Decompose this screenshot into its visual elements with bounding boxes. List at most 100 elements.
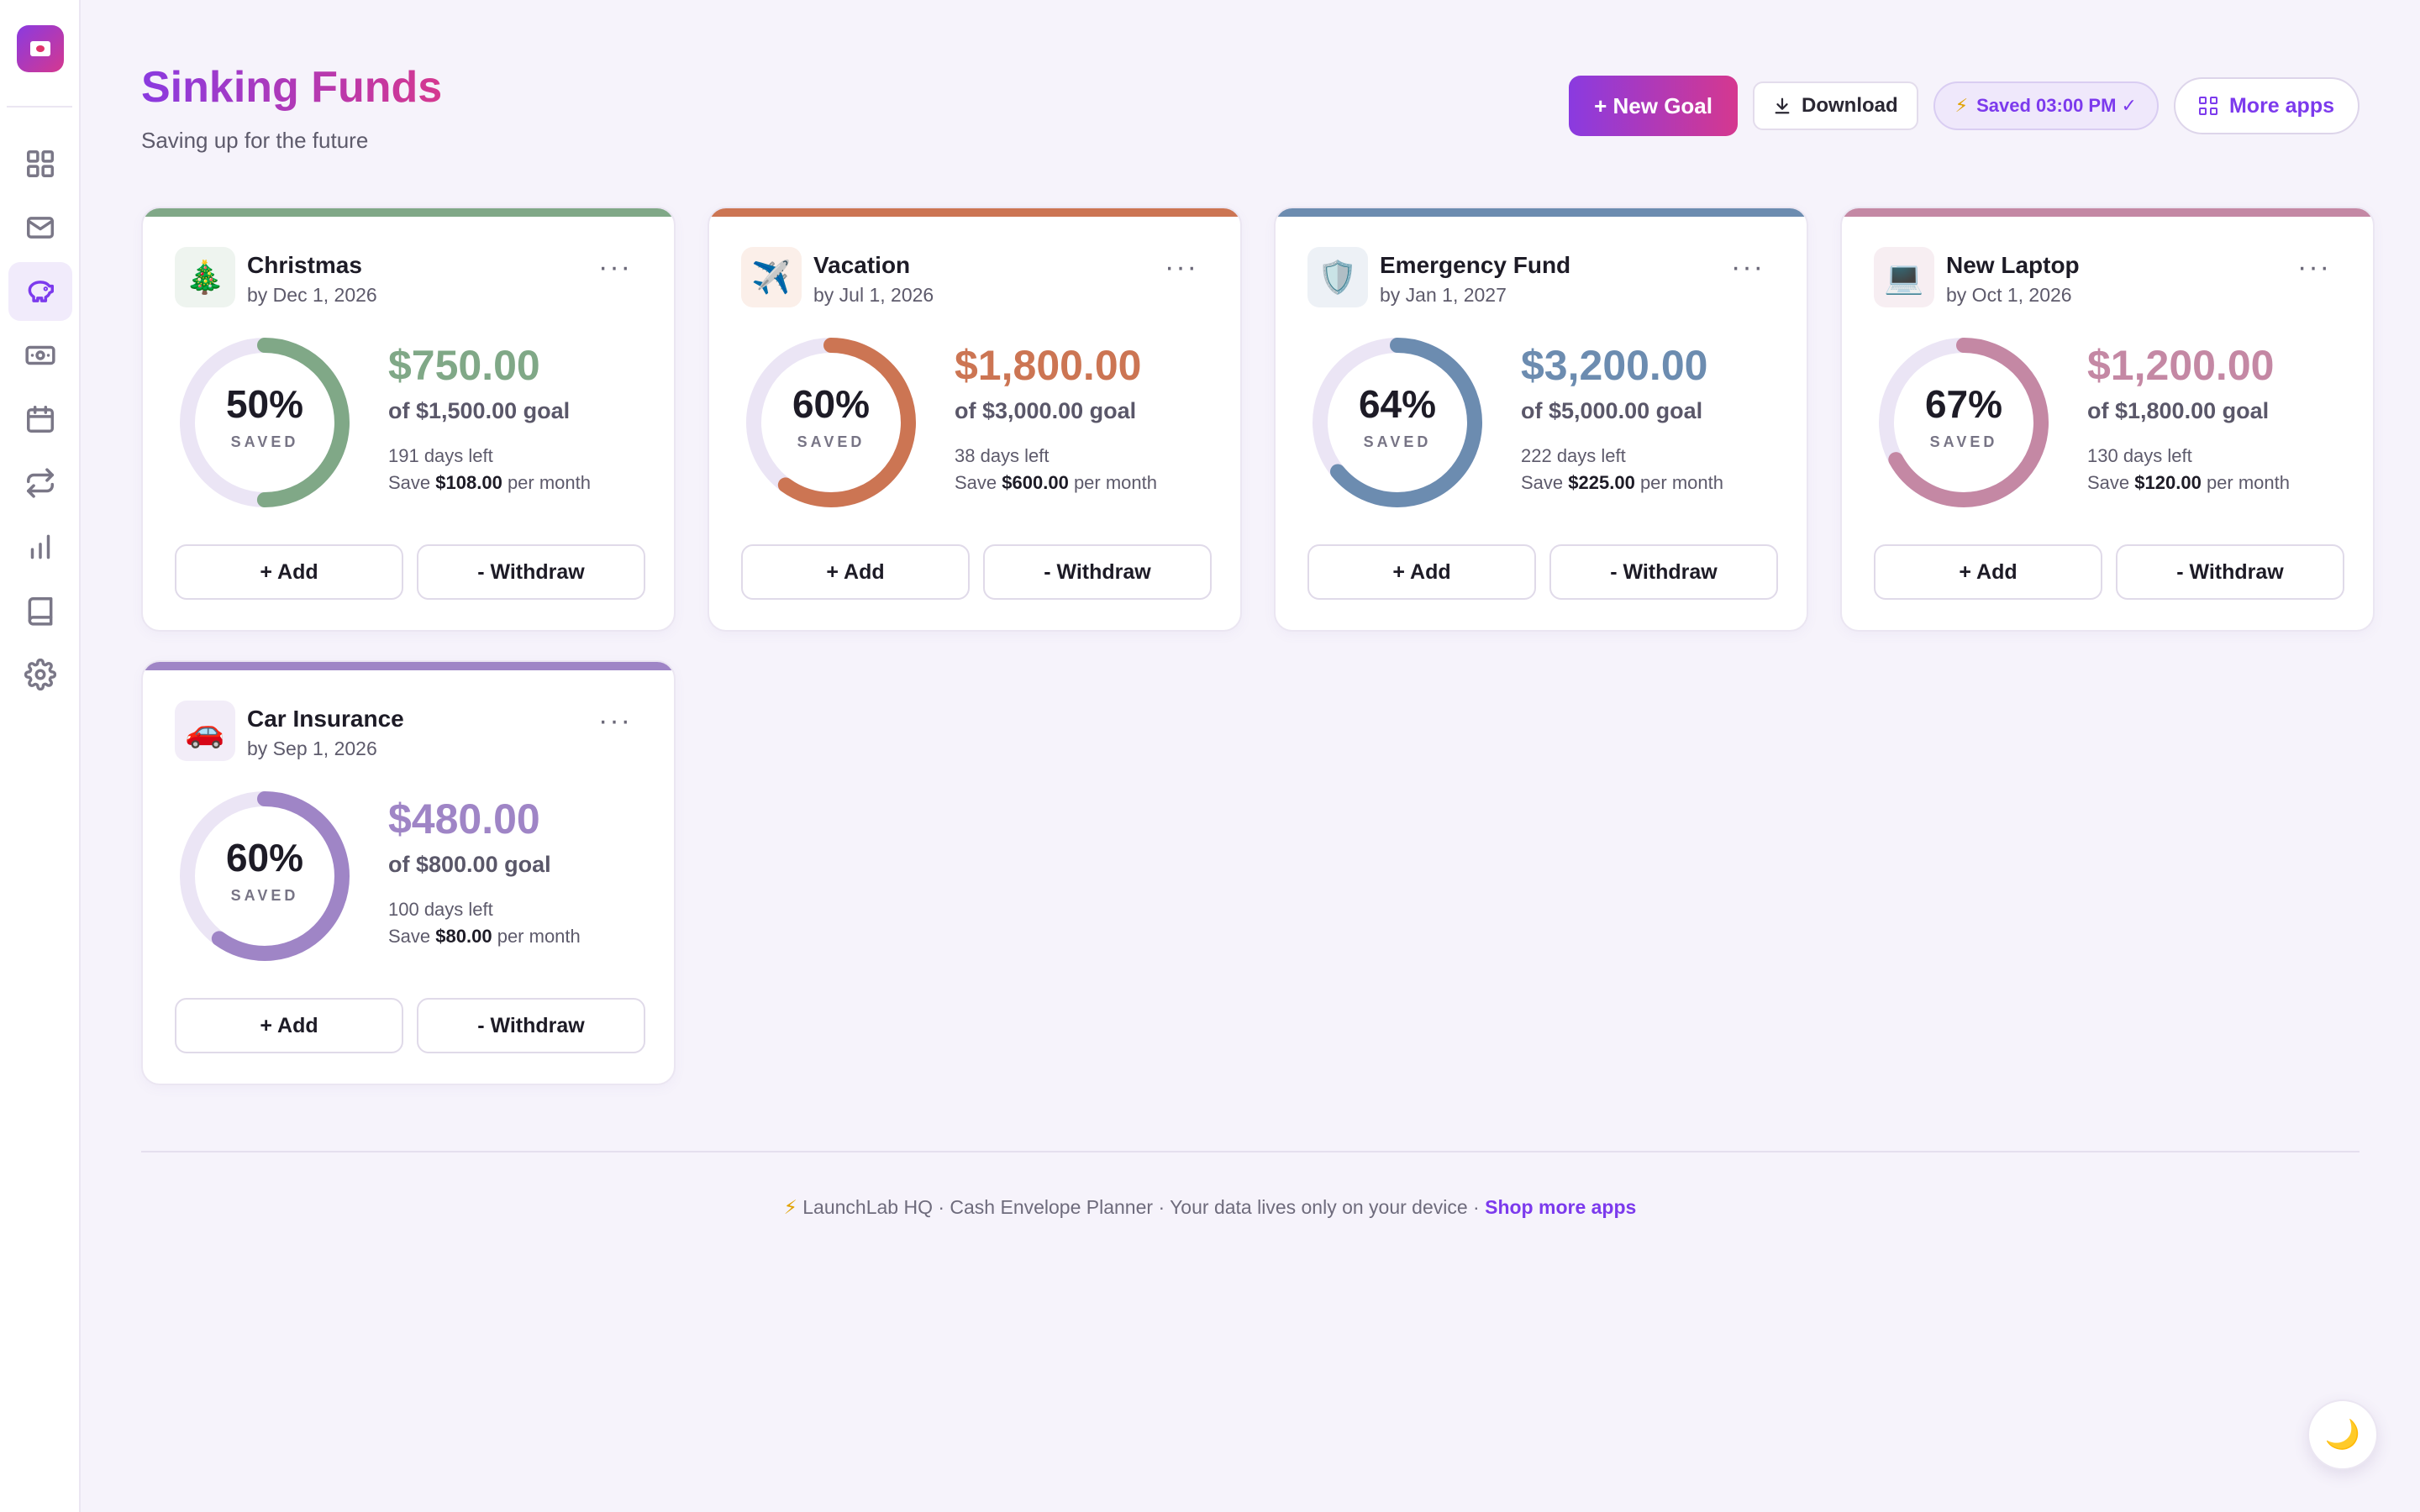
monthly-savings-amount: $108.00 xyxy=(435,472,502,493)
progress-percent: 60% xyxy=(792,382,871,426)
monthly-savings-suffix: per month xyxy=(1073,472,1157,493)
progress-label: SAVED xyxy=(230,433,299,450)
monthly-savings-suffix: per month xyxy=(2206,472,2290,493)
more-apps-button[interactable]: More apps xyxy=(2173,77,2360,134)
saved-amount: $480.00 xyxy=(388,795,540,843)
days-left: 191 days left xyxy=(388,445,493,466)
progress-label: SAVED xyxy=(1363,433,1432,450)
progress-percent: 60% xyxy=(225,836,304,879)
shop-more-apps-link[interactable]: Shop more apps xyxy=(1485,1196,1637,1218)
more-options-icon[interactable]: ··· xyxy=(1165,251,1198,283)
goal-card: ✈️ Vacation by Jul 1, 2026 ··· 60% SAVED… xyxy=(708,207,1242,632)
footer-divider xyxy=(141,1151,2360,1152)
goal-name: Car Insurance xyxy=(247,706,404,732)
progress-ring-fill xyxy=(1879,338,2049,507)
sidebar-item-calendar[interactable] xyxy=(8,390,72,449)
goal-card: 🚗 Car Insurance by Sep 1, 2026 ··· 60% S… xyxy=(141,660,676,1085)
sidebar-item-recurring[interactable] xyxy=(8,454,72,512)
goal-card: 🎄 Christmas by Dec 1, 2026 ··· 50% SAVED… xyxy=(141,207,676,632)
saved-amount: $1,200.00 xyxy=(2087,342,2275,389)
sidebar-item-cash[interactable] xyxy=(8,326,72,385)
new-goal-button[interactable]: + New Goal xyxy=(1569,76,1738,136)
progress-ring: 60% SAVED xyxy=(175,786,355,966)
goal-name: Christmas xyxy=(247,252,362,278)
goal-emoji-icon: 🚗 xyxy=(175,701,235,761)
app-logo[interactable] xyxy=(17,25,64,72)
days-left: 130 days left xyxy=(2087,445,2192,466)
goal-emoji-icon: 💻 xyxy=(1874,247,1934,307)
monthly-savings: Save $225.00 per month xyxy=(1521,472,1723,494)
monthly-savings: Save $108.00 per month xyxy=(388,472,591,494)
more-options-icon[interactable]: ··· xyxy=(598,705,632,737)
goal-card: 💻 New Laptop by Oct 1, 2026 ··· 67% SAVE… xyxy=(1840,207,2375,632)
withdraw-funds-button[interactable]: - Withdraw xyxy=(983,544,1212,600)
lightning-icon: ⚡ xyxy=(1954,95,1969,116)
goal-emoji-icon: 🛡️ xyxy=(1307,247,1368,307)
days-left: 38 days left xyxy=(955,445,1050,466)
more-options-icon[interactable]: ··· xyxy=(2297,251,2331,283)
cash-icon xyxy=(25,345,55,365)
sidebar-item-reports[interactable] xyxy=(8,517,72,576)
bar-chart-icon xyxy=(30,534,50,559)
withdraw-funds-button[interactable]: - Withdraw xyxy=(2116,544,2344,600)
withdraw-funds-button[interactable]: - Withdraw xyxy=(417,998,645,1053)
sidebar-item-sinking-funds[interactable] xyxy=(8,262,72,321)
progress-ring: 64% SAVED xyxy=(1307,333,1487,512)
monthly-savings-prefix: Save xyxy=(388,472,431,493)
progress-ring-graphic xyxy=(180,791,350,961)
sidebar-item-guide[interactable] xyxy=(8,581,72,640)
card-accent-bar xyxy=(143,208,674,217)
progress-ring: 67% SAVED xyxy=(1874,333,2054,512)
saved-amount: $3,200.00 xyxy=(1521,342,1708,389)
saved-status-badge: ⚡ Saved 03:00 PM ✓ xyxy=(1933,81,2159,130)
monthly-savings-amount: $80.00 xyxy=(435,926,492,947)
more-apps-label: More apps xyxy=(2228,93,2334,118)
lightning-icon: ⚡ xyxy=(783,1196,797,1218)
withdraw-funds-button[interactable]: - Withdraw xyxy=(417,544,645,600)
add-funds-button[interactable]: + Add xyxy=(1874,544,2102,600)
theme-toggle-button[interactable]: 🌙 xyxy=(2307,1399,2378,1470)
goal-emoji-icon: 🎄 xyxy=(175,247,235,307)
monthly-savings-amount: $120.00 xyxy=(2134,472,2202,493)
add-funds-button[interactable]: + Add xyxy=(1307,544,1536,600)
progress-label: SAVED xyxy=(1929,433,1998,450)
add-funds-button[interactable]: + Add xyxy=(175,544,403,600)
goal-card: 🛡️ Emergency Fund by Jan 1, 2027 ··· 64%… xyxy=(1274,207,1808,632)
calendar-icon xyxy=(27,406,54,433)
progress-ring-graphic xyxy=(746,338,916,507)
goal-amount: of $800.00 goal xyxy=(388,852,551,877)
card-accent-bar xyxy=(143,662,674,670)
monthly-savings: Save $80.00 per month xyxy=(388,926,581,948)
goal-name: New Laptop xyxy=(1946,252,2080,278)
download-button-label: Download xyxy=(1802,94,1898,117)
header-actions: + New Goal Download ⚡ Saved 03:00 PM ✓ M… xyxy=(1569,76,2360,136)
piggy-bank-icon xyxy=(28,281,54,302)
envelope-icon xyxy=(27,217,54,239)
goal-name: Vacation xyxy=(813,252,911,278)
download-button[interactable]: Download xyxy=(1753,81,1918,130)
more-options-icon[interactable]: ··· xyxy=(1731,251,1765,283)
envelope-heart-icon xyxy=(30,41,50,56)
withdraw-funds-button[interactable]: - Withdraw xyxy=(1549,544,1778,600)
book-icon xyxy=(28,597,53,626)
footer: ⚡ LaunchLab HQ · Cash Envelope Planner ·… xyxy=(0,1196,2420,1219)
progress-percent: 67% xyxy=(1924,382,2003,426)
monthly-savings-prefix: Save xyxy=(388,926,431,947)
add-funds-button[interactable]: + Add xyxy=(175,998,403,1053)
goal-name: Emergency Fund xyxy=(1380,252,1571,278)
goal-target-date: by Sep 1, 2026 xyxy=(247,738,377,759)
days-left: 222 days left xyxy=(1521,445,1626,466)
settings-icon xyxy=(24,659,56,690)
add-funds-button[interactable]: + Add xyxy=(741,544,970,600)
progress-ring: 60% SAVED xyxy=(741,333,921,512)
saved-amount: $1,800.00 xyxy=(955,342,1142,389)
goal-target-date: by Dec 1, 2026 xyxy=(247,284,377,306)
sidebar-item-dashboard[interactable] xyxy=(8,134,72,193)
repeat-icon xyxy=(27,468,54,498)
progress-ring-graphic xyxy=(180,338,350,507)
sidebar-item-envelopes[interactable] xyxy=(8,198,72,257)
monthly-savings-prefix: Save xyxy=(1521,472,1564,493)
monthly-savings: Save $600.00 per month xyxy=(955,472,1157,494)
sidebar-item-settings[interactable] xyxy=(8,645,72,704)
more-options-icon[interactable]: ··· xyxy=(598,251,632,283)
